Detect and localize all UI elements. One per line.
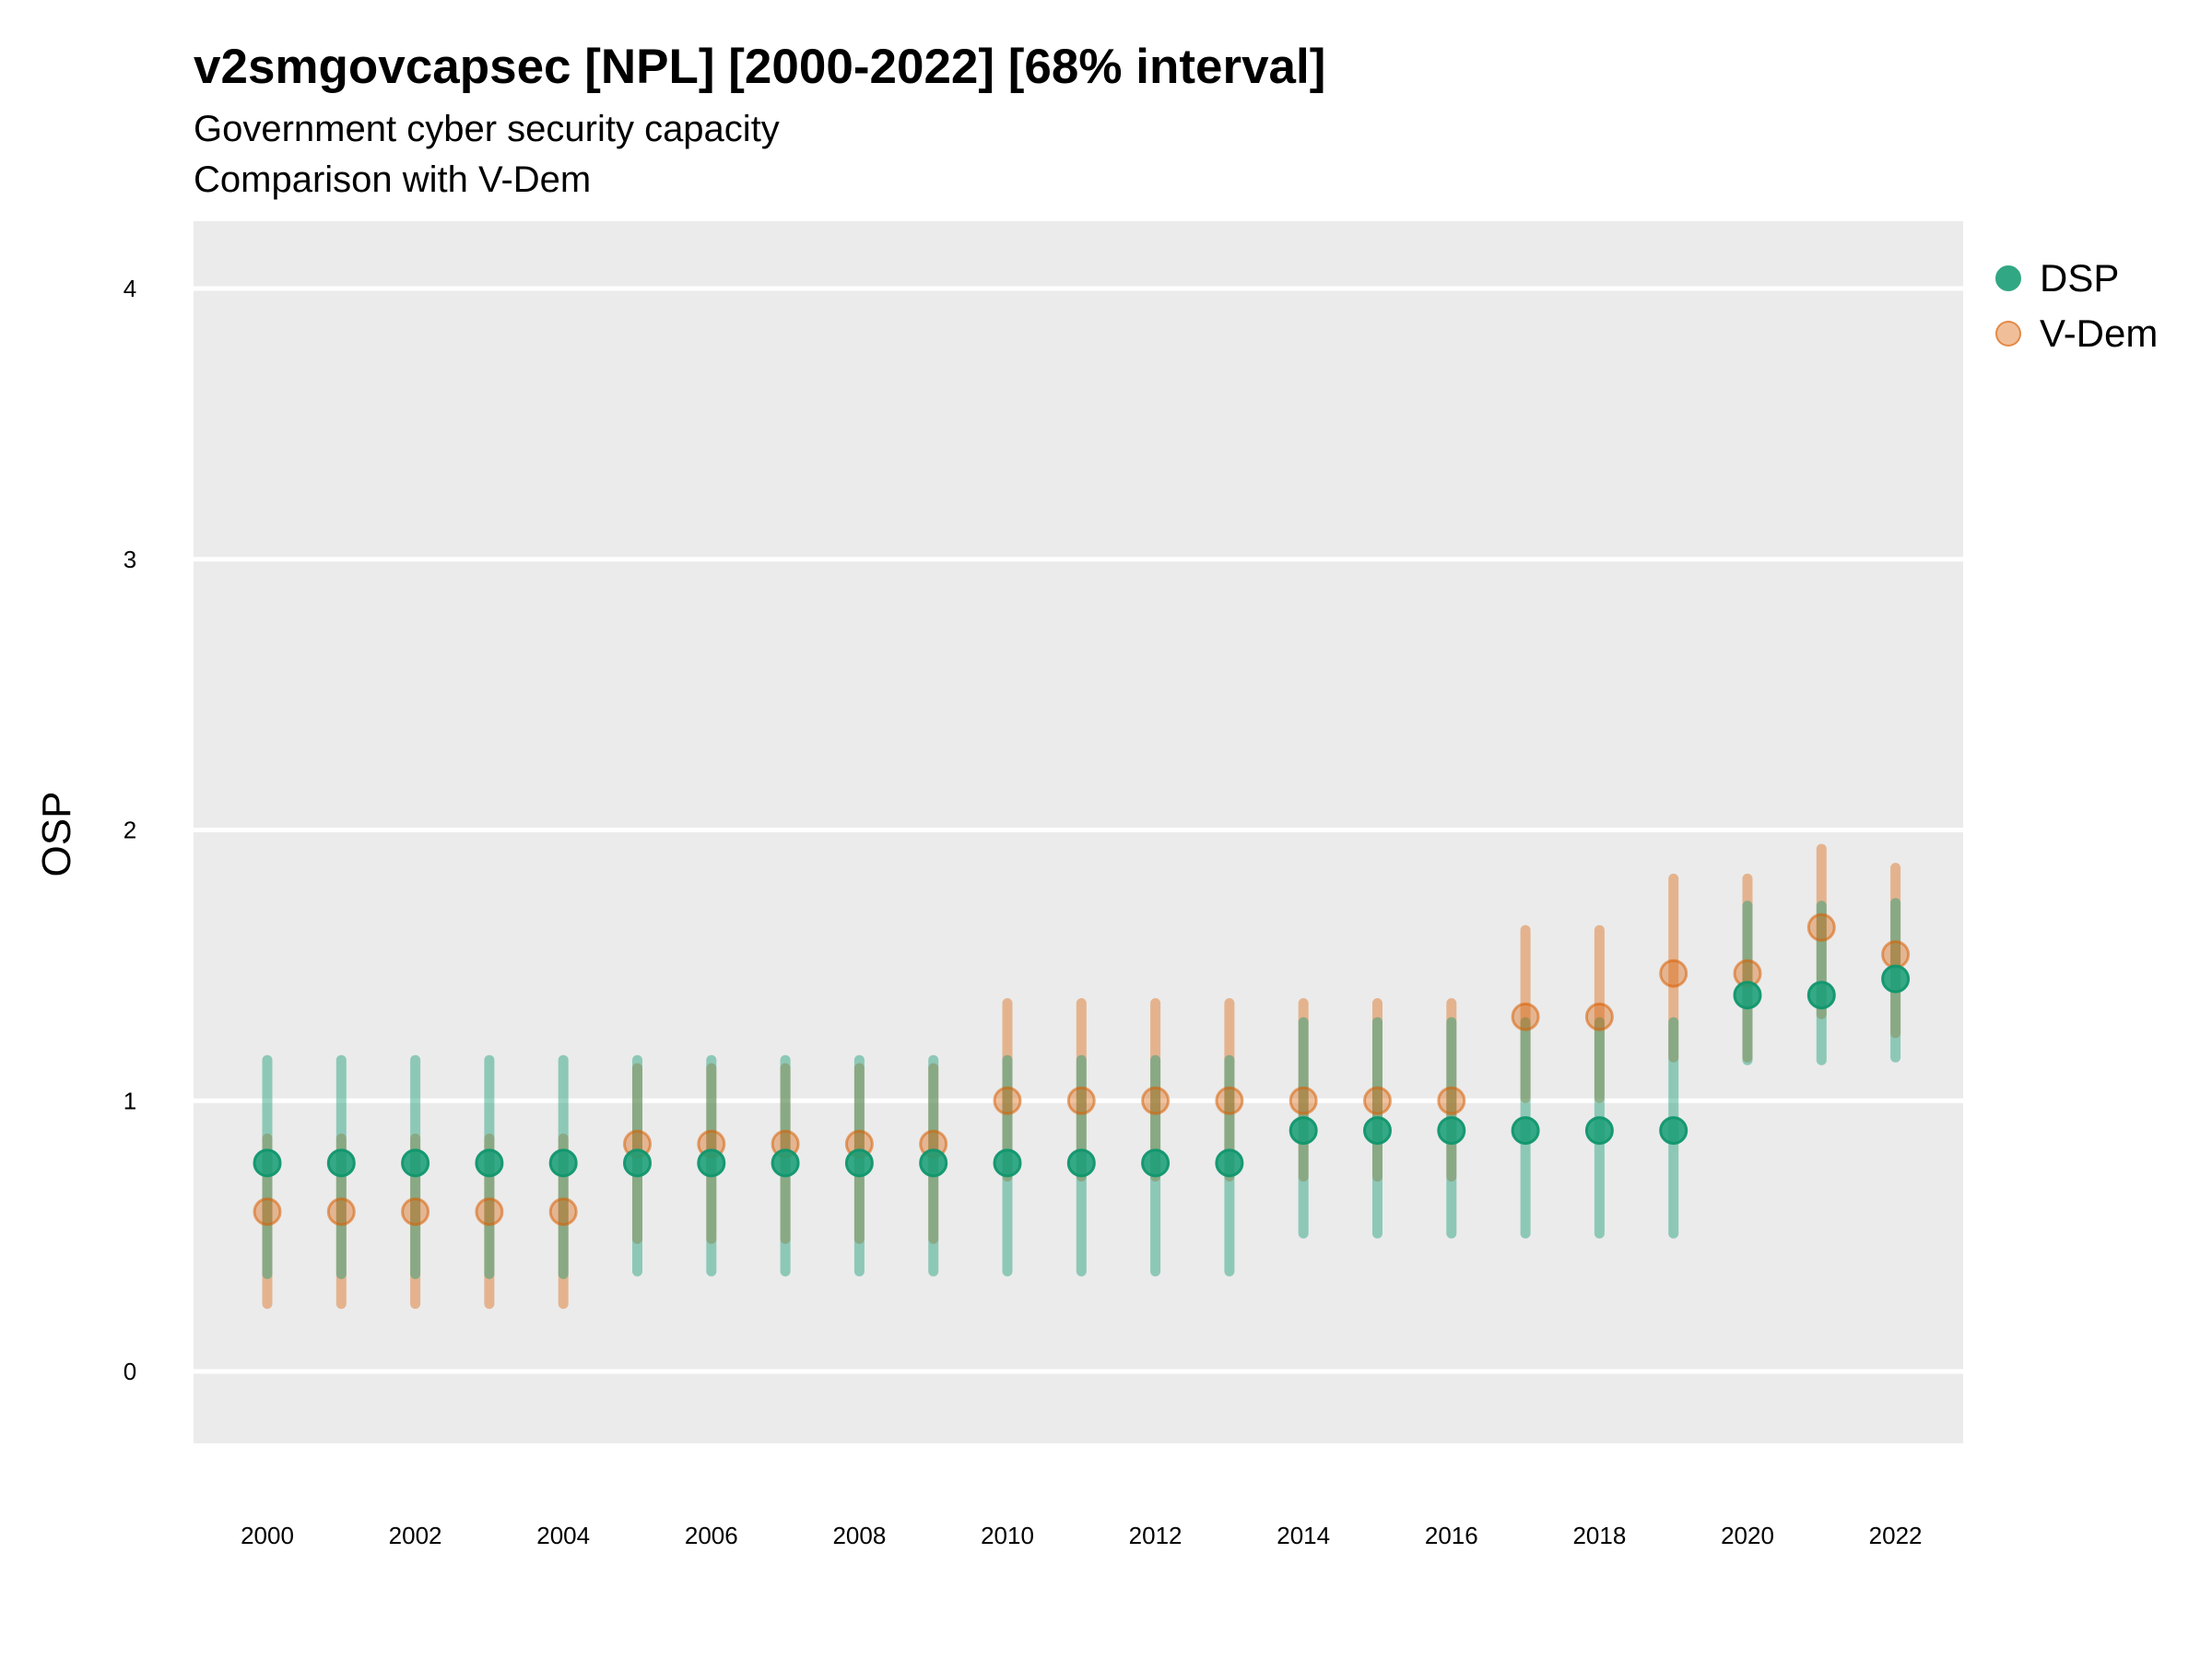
- x-axis-ticks: 2000 2002 2004 2006 2008 2010 2012 2014 2016 2018…: [241, 1522, 1922, 1549]
- x-tick-label: 2020: [1721, 1522, 1774, 1549]
- y-tick-label: 4: [124, 275, 136, 302]
- data-point-vdem: [993, 1086, 1022, 1115]
- data-point-dsp: [1141, 1148, 1171, 1178]
- data-point-dsp: [401, 1148, 430, 1178]
- data-point-vdem: [1215, 1086, 1244, 1115]
- data-point-dsp: [1806, 981, 1836, 1010]
- legend-label: DSP: [2040, 256, 2120, 300]
- data-point-vdem: [1066, 1086, 1096, 1115]
- data-point-vdem: [1363, 1086, 1392, 1115]
- x-tick-label: 2022: [1869, 1522, 1923, 1549]
- data-point-dsp: [1881, 964, 1911, 994]
- x-tick-label: 2014: [1277, 1522, 1330, 1549]
- data-point-vdem: [326, 1197, 356, 1227]
- data-point-dsp: [253, 1148, 282, 1178]
- data-point-vdem: [1584, 1002, 1614, 1031]
- data-point-vdem: [1141, 1086, 1171, 1115]
- data-point-dsp: [993, 1148, 1022, 1178]
- data-point-vdem: [1511, 1002, 1540, 1031]
- data-point-dsp: [1363, 1116, 1392, 1146]
- data-point-dsp: [1066, 1148, 1096, 1178]
- y-tick-label: 1: [124, 1087, 136, 1114]
- data-point-dsp: [771, 1148, 800, 1178]
- data-point-dsp: [1659, 1116, 1688, 1146]
- data-point-dsp: [919, 1148, 948, 1178]
- x-tick-label: 2016: [1425, 1522, 1478, 1549]
- x-tick-label: 2018: [1572, 1522, 1626, 1549]
- data-point-vdem: [1806, 912, 1836, 942]
- data-point-dsp: [1437, 1116, 1466, 1146]
- legend-dot-icon: [1995, 321, 2021, 347]
- data-point-dsp: [844, 1148, 874, 1178]
- gridlines: [194, 286, 1963, 1374]
- x-tick-label: 2000: [241, 1522, 294, 1549]
- legend-item-vdem: V-Dem: [1995, 306, 2158, 361]
- data-point-vdem: [1437, 1086, 1466, 1115]
- data-point-dsp: [548, 1148, 578, 1178]
- legend-dot-icon: [1995, 265, 2021, 291]
- x-tick-label: 2008: [832, 1522, 886, 1549]
- data-point-vdem: [1659, 959, 1688, 988]
- chart-subtitle: Government cyber security capacity: [194, 109, 780, 149]
- y-axis-ticks: 0 1 2 3 4: [124, 275, 136, 1385]
- data-point-vdem: [1288, 1086, 1318, 1115]
- legend-label: V-Dem: [2040, 312, 2159, 355]
- y-tick-label: 0: [124, 1358, 136, 1385]
- data-point-dsp: [697, 1148, 726, 1178]
- x-tick-label: 2012: [1129, 1522, 1182, 1549]
- legend-item-dsp: DSP: [1995, 251, 2158, 306]
- data-point-dsp: [475, 1148, 504, 1178]
- chart-title: v2smgovcapsec [NPL] [2000-2022] [68% int…: [194, 40, 1326, 94]
- data-point-vdem: [1881, 940, 1911, 970]
- y-tick-label: 3: [124, 546, 136, 573]
- chart-caption-line: Comparison with V-Dem: [194, 159, 592, 200]
- x-tick-label: 2004: [536, 1522, 590, 1549]
- x-tick-label: 2006: [685, 1522, 738, 1549]
- y-tick-label: 2: [124, 817, 136, 844]
- data-point-dsp: [1733, 981, 1762, 1010]
- data-point-vdem: [475, 1197, 504, 1227]
- x-tick-label: 2002: [389, 1522, 442, 1549]
- data-point-vdem: [401, 1197, 430, 1227]
- data-point-dsp: [1584, 1116, 1614, 1146]
- data-point-dsp: [1215, 1148, 1244, 1178]
- data-point-vdem: [253, 1197, 282, 1227]
- y-axis-label: OSP: [34, 792, 79, 877]
- data-point-dsp: [1288, 1116, 1318, 1146]
- x-tick-label: 2010: [981, 1522, 1034, 1549]
- data-point-dsp: [623, 1148, 652, 1178]
- legend: DSP V-Dem: [1995, 251, 2158, 361]
- data-point-dsp: [1511, 1116, 1540, 1146]
- data-point-dsp: [326, 1148, 356, 1178]
- data-point-vdem: [548, 1197, 578, 1227]
- data-points: [253, 912, 1911, 1227]
